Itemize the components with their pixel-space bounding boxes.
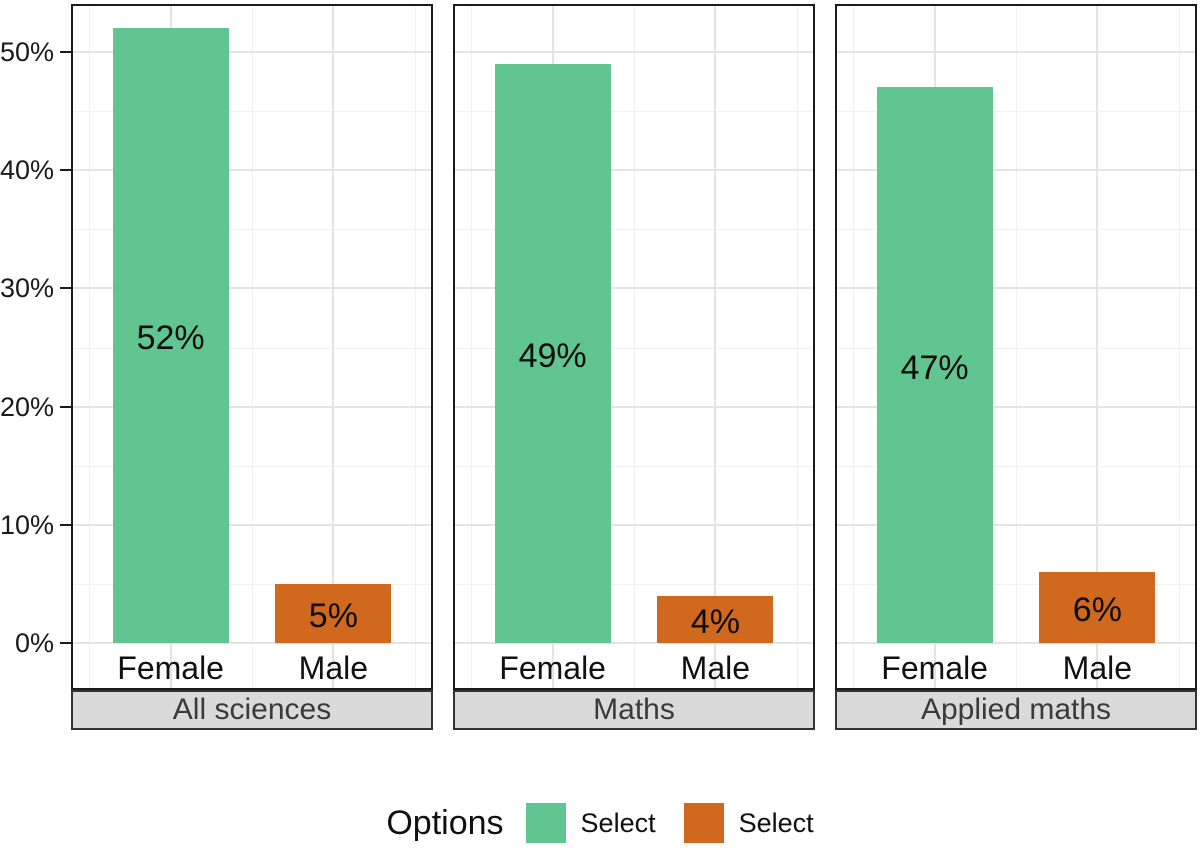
bar-female: 47% — [876, 87, 993, 643]
facet-panel-all-sciences: 52% Female 5% Male — [71, 4, 433, 690]
h-gridline-minor — [73, 229, 431, 231]
y-tick-label: 20% — [0, 391, 55, 422]
category-label-male: Male — [1062, 650, 1133, 686]
legend-item-label: Select — [738, 807, 814, 838]
h-gridline-minor — [73, 347, 431, 349]
h-gridline-major — [837, 51, 1195, 53]
h-gridline-minor — [455, 583, 813, 585]
facet-strip-applied-maths: Applied maths — [835, 690, 1197, 730]
h-gridline-minor — [455, 347, 813, 349]
v-gridline-minor — [634, 6, 635, 688]
legend-item-2: Select — [683, 803, 814, 843]
y-tick-mark — [60, 642, 71, 644]
y-tick-label: 50% — [0, 37, 55, 67]
h-gridline-major — [455, 523, 813, 526]
facet-strip-maths: Maths — [453, 690, 815, 730]
h-gridline-major — [73, 287, 431, 290]
v-gridline-major — [332, 6, 335, 688]
h-gridline-major — [455, 405, 813, 408]
facet-strip-all-sciences: All sciences — [71, 690, 433, 730]
legend-items: Select Select — [525, 803, 842, 843]
h-gridline-minor — [455, 111, 813, 113]
y-tick-label: 40% — [0, 155, 55, 186]
h-gridline-minor — [73, 111, 431, 113]
v-gridline-minor — [252, 6, 253, 688]
h-gridline-minor — [455, 465, 813, 467]
legend-swatch-1 — [525, 803, 566, 843]
legend-item-1: Select — [525, 803, 656, 843]
h-gridline-minor — [837, 465, 1195, 467]
h-gridline-major — [837, 169, 1195, 172]
y-tick-mark — [60, 523, 71, 526]
h-gridline-major — [455, 169, 813, 172]
h-gridline-major — [837, 642, 1195, 644]
v-gridline-minor — [1178, 6, 1180, 688]
h-gridline-major — [73, 169, 431, 172]
facet-panel-maths: 49% Female 4% Male — [453, 4, 815, 690]
bar-male: 6% — [1039, 572, 1156, 643]
h-gridline-major — [455, 287, 813, 290]
h-gridline-minor — [455, 229, 813, 231]
h-gridline-minor — [837, 583, 1195, 585]
y-tick-mark — [60, 287, 71, 290]
h-gridline-minor — [837, 111, 1195, 113]
y-tick-mark — [60, 405, 71, 408]
v-gridline-major — [714, 6, 717, 688]
h-gridline-major — [73, 405, 431, 408]
legend-title: Options — [386, 803, 504, 842]
h-gridline-minor — [73, 465, 431, 467]
h-gridline-minor — [837, 347, 1195, 349]
bar-male: 4% — [657, 595, 774, 643]
h-gridline-major — [73, 523, 431, 526]
h-gridline-minor — [837, 229, 1195, 231]
category-label-male: Male — [298, 650, 369, 686]
h-gridline-major — [455, 642, 813, 644]
y-tick-label: 30% — [0, 273, 55, 304]
y-tick-mark — [60, 169, 71, 172]
facet-panel-applied-maths: 47% Female 6% Male — [835, 4, 1197, 690]
h-gridline-major — [73, 642, 431, 644]
legend: Options Select Select — [14, 794, 1200, 852]
bar-value-label: 4% — [690, 602, 740, 641]
bar-female: 52% — [112, 28, 229, 643]
y-tick-label: 10% — [0, 509, 55, 540]
category-label-female: Female — [499, 650, 606, 686]
legend-item-label: Select — [580, 807, 656, 838]
h-gridline-major — [837, 287, 1195, 290]
bar-value-label: 47% — [900, 348, 969, 387]
bar-male: 5% — [275, 583, 392, 643]
category-label-female: Female — [881, 650, 988, 686]
v-gridline-major — [1096, 6, 1099, 688]
h-gridline-minor — [73, 583, 431, 585]
y-tick-mark — [60, 51, 71, 53]
h-gridline-major — [837, 523, 1195, 526]
bar-female: 49% — [494, 63, 611, 643]
category-label-male: Male — [680, 650, 751, 686]
v-gridline-minor — [796, 6, 798, 688]
v-gridline-minor — [414, 6, 416, 688]
v-gridline-minor — [1016, 6, 1017, 688]
v-gridline-minor — [89, 6, 91, 688]
v-gridline-minor — [853, 6, 855, 688]
bar-value-label: 6% — [1072, 591, 1122, 630]
h-gridline-major — [455, 51, 813, 53]
bar-value-label: 5% — [308, 596, 358, 635]
legend-swatch-2 — [683, 803, 724, 843]
h-gridline-major — [837, 405, 1195, 408]
bar-value-label: 49% — [518, 336, 587, 375]
y-tick-label: 0% — [14, 628, 54, 658]
category-label-female: Female — [117, 650, 224, 686]
h-gridline-major — [73, 51, 431, 53]
bar-value-label: 52% — [136, 319, 205, 358]
v-gridline-minor — [471, 6, 473, 688]
